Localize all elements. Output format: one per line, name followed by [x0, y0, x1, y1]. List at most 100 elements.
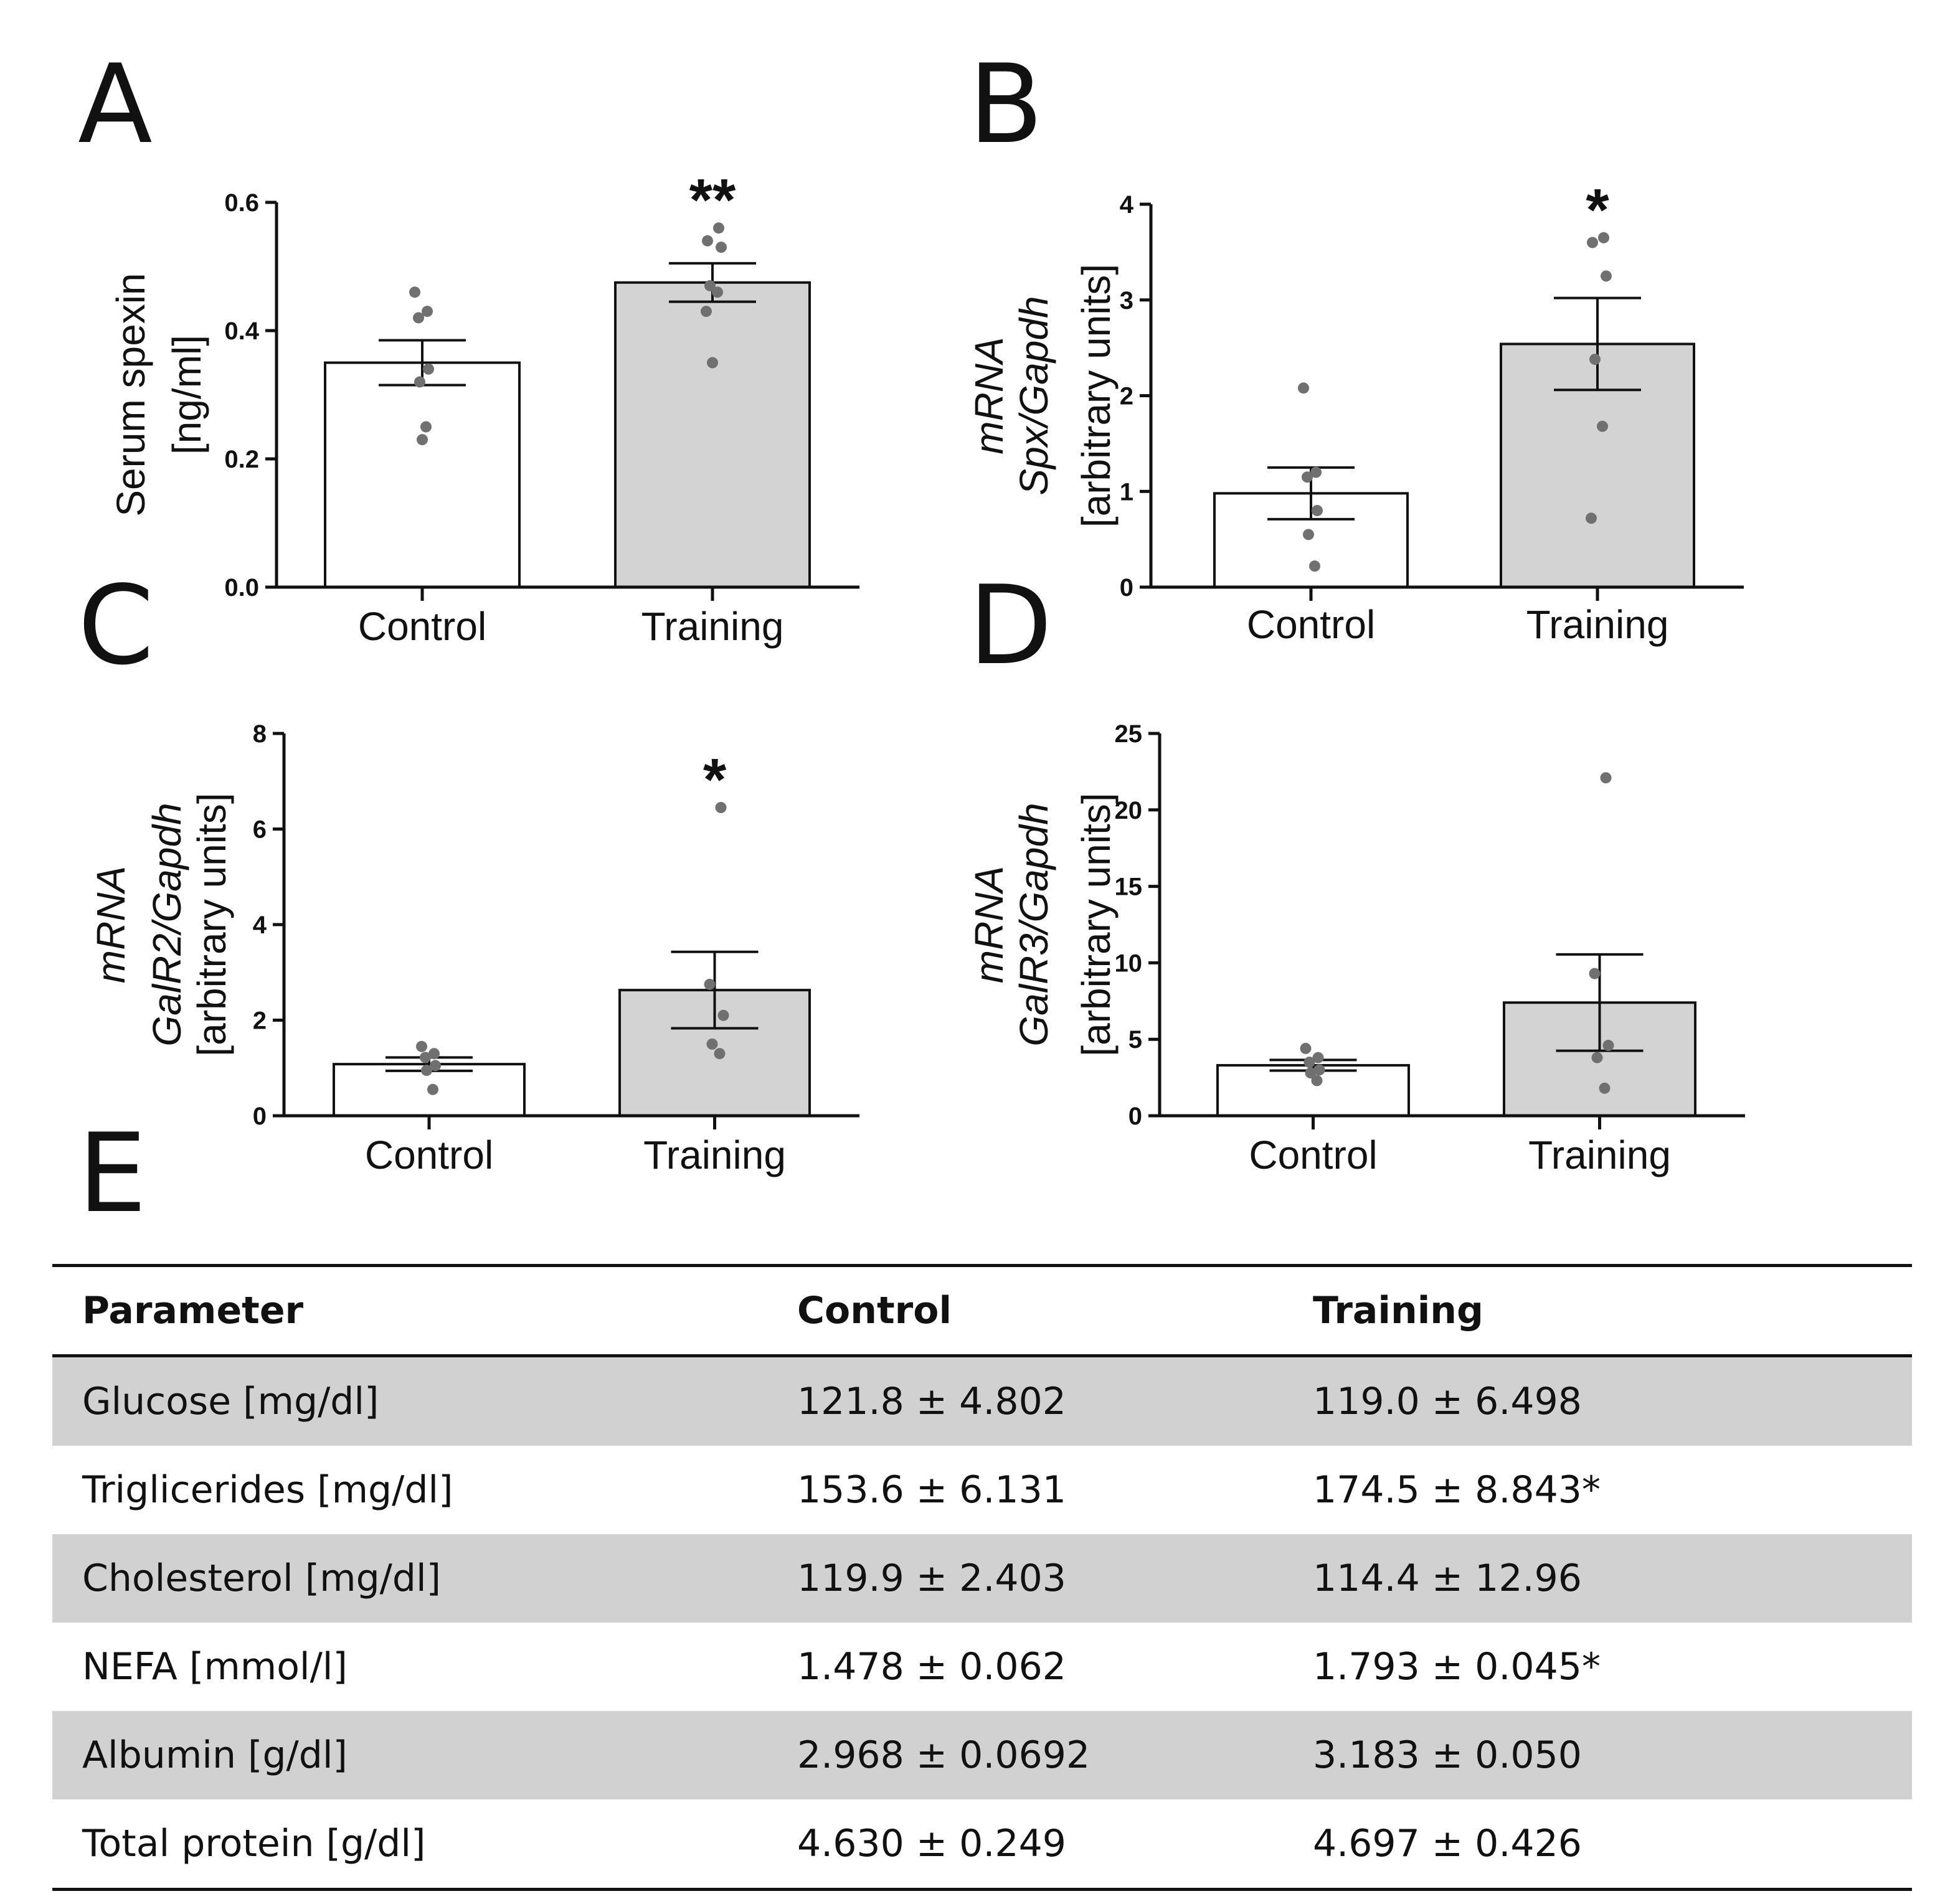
data-point: [1589, 968, 1601, 979]
data-point: [702, 235, 713, 247]
table-row: NEFA [mmol/l] 1.478 ± 0.062 1.793 ± 0.04…: [52, 1623, 1912, 1711]
y-tick-label: 25: [1115, 720, 1143, 748]
y-tick-label: 0: [253, 1103, 267, 1130]
data-point: [1305, 1067, 1317, 1079]
data-point: [423, 363, 434, 375]
table-row: Albumin [g/dl] 2.968 ± 0.0692 3.183 ± 0.…: [52, 1711, 1912, 1799]
cell-control: 1.478 ± 0.062: [797, 1645, 1066, 1689]
bar-control: [324, 361, 521, 588]
results-table: Parameter Control Training Glucose [mg/d…: [52, 1264, 1912, 1891]
significance-marker: *: [703, 747, 727, 813]
data-point: [428, 1048, 440, 1060]
significance-marker: *: [1586, 177, 1609, 243]
cell-parameter: NEFA [mmol/l]: [82, 1645, 348, 1689]
y-axis-label: [arbitrary units]: [189, 793, 234, 1056]
table-row: Cholesterol [mg/dl] 119.9 ± 2.403 114.4 …: [52, 1534, 1912, 1623]
cell-parameter: Albumin [g/dl]: [52, 1711, 767, 1799]
data-point: [707, 357, 718, 369]
table-row: Glucose [mg/dl] 121.8 ± 4.802 119.0 ± 6.…: [52, 1355, 1912, 1446]
y-tick-label: 2: [1120, 383, 1133, 410]
data-point: [1598, 232, 1609, 243]
data-point: [1589, 354, 1601, 365]
y-axis-label: GalR3/Gapdh: [1011, 803, 1056, 1046]
y-axis-label: [ng/ml]: [164, 335, 209, 455]
x-tick-label: Training: [641, 604, 784, 649]
y-tick-label: 0.2: [224, 446, 259, 473]
y-tick-label: 3: [1120, 287, 1133, 314]
data-point: [1591, 1052, 1603, 1063]
chart-panel-c: C 0 2 4 6 8 Control Training * mRNA GalR2/Gapdh [ar…: [78, 563, 859, 1177]
y-axis-label: mRNA: [88, 866, 133, 983]
chart-panel-d: D 0 5 10 15 20 25 Control Training mRNA GalR3/Gapd…: [967, 563, 1745, 1177]
header-control: Control: [797, 1289, 952, 1332]
header-parameter: Parameter: [82, 1289, 304, 1332]
data-point: [1303, 1057, 1315, 1068]
data-point: [1302, 471, 1313, 483]
cell-training: 4.697 ± 0.426: [1313, 1822, 1582, 1865]
y-tick-label: 1: [1120, 478, 1133, 506]
data-point: [713, 222, 724, 234]
cell-training: 119.0 ± 6.498: [1283, 1355, 1912, 1446]
data-point: [422, 306, 433, 318]
panel-letter: D: [968, 563, 1053, 689]
cell-control: 2.968 ± 0.0692: [767, 1711, 1283, 1799]
x-tick-label: Training: [643, 1133, 786, 1177]
x-tick-label: Control: [365, 1133, 493, 1177]
y-axis-label: Serum spexin: [108, 273, 153, 516]
x-tick-label: Training: [1526, 602, 1669, 647]
cell-control: 4.630 ± 0.249: [797, 1822, 1066, 1865]
y-tick-label: 8: [253, 720, 267, 748]
y-axis-label: mRNA: [967, 337, 1011, 454]
data-point: [706, 1038, 718, 1050]
data-point: [1312, 505, 1323, 516]
cell-control: 153.6 ± 6.131: [797, 1468, 1066, 1512]
y-axis-label: [arbitrary units]: [1074, 793, 1119, 1056]
y-tick-label: 0.6: [224, 189, 259, 217]
panel-letter: A: [78, 42, 153, 168]
y-tick-label: 20: [1115, 797, 1143, 824]
data-point: [712, 286, 723, 298]
y-tick-label: 4: [253, 912, 267, 939]
data-point: [1309, 560, 1320, 572]
data-point: [420, 1052, 431, 1063]
data-point: [1311, 1075, 1323, 1086]
data-point: [704, 978, 716, 990]
chart-panel-a: A 0.0 0.2 0.4 0.6 Control Training ** Serum spex…: [78, 42, 859, 649]
table-row: Total protein [g/dl] 4.630 ± 0.249 4.697…: [52, 1799, 1912, 1890]
data-point: [421, 1065, 432, 1077]
y-tick-label: 2: [253, 1007, 267, 1035]
cell-training: 1.793 ± 0.045*: [1313, 1645, 1601, 1689]
data-point: [1298, 382, 1309, 394]
data-point: [701, 306, 712, 318]
data-point: [716, 242, 727, 253]
cell-training: 114.4 ± 12.96: [1283, 1534, 1912, 1623]
table-header-row: Parameter Control Training: [52, 1265, 1912, 1356]
data-point: [414, 376, 425, 388]
x-tick-label: Training: [1528, 1133, 1671, 1177]
data-point: [430, 1060, 441, 1072]
x-tick-label: Control: [358, 604, 486, 649]
y-tick-label: 0: [1128, 1103, 1142, 1130]
y-tick-label: 5: [1128, 1026, 1142, 1053]
cell-training: 3.183 ± 0.050: [1283, 1711, 1912, 1799]
data-point: [714, 1048, 726, 1060]
data-point: [417, 434, 428, 446]
data-point: [715, 801, 727, 813]
data-point: [416, 1040, 427, 1052]
data-point: [1300, 1042, 1312, 1054]
y-tick-label: 0.4: [224, 318, 259, 345]
data-point: [420, 421, 432, 433]
data-point: [1312, 1052, 1324, 1063]
chart-panel-b: B 0 1 2 3 4 Control Training * mRNA Spx/Gapdh [arbi…: [967, 42, 1744, 647]
data-point: [704, 280, 716, 291]
x-tick-label: Control: [1249, 1133, 1377, 1177]
y-axis-label: mRNA: [967, 866, 1011, 983]
panel-letter: C: [78, 563, 154, 689]
data-point: [1313, 1064, 1325, 1076]
data-point: [1303, 529, 1314, 540]
y-axis-label: Spx/Gapdh: [1011, 296, 1056, 495]
data-point: [1586, 512, 1597, 524]
cell-parameter: Triglicerides [mg/dl]: [82, 1468, 453, 1512]
panel-letter: B: [968, 42, 1043, 168]
y-tick-label: 6: [253, 816, 267, 844]
